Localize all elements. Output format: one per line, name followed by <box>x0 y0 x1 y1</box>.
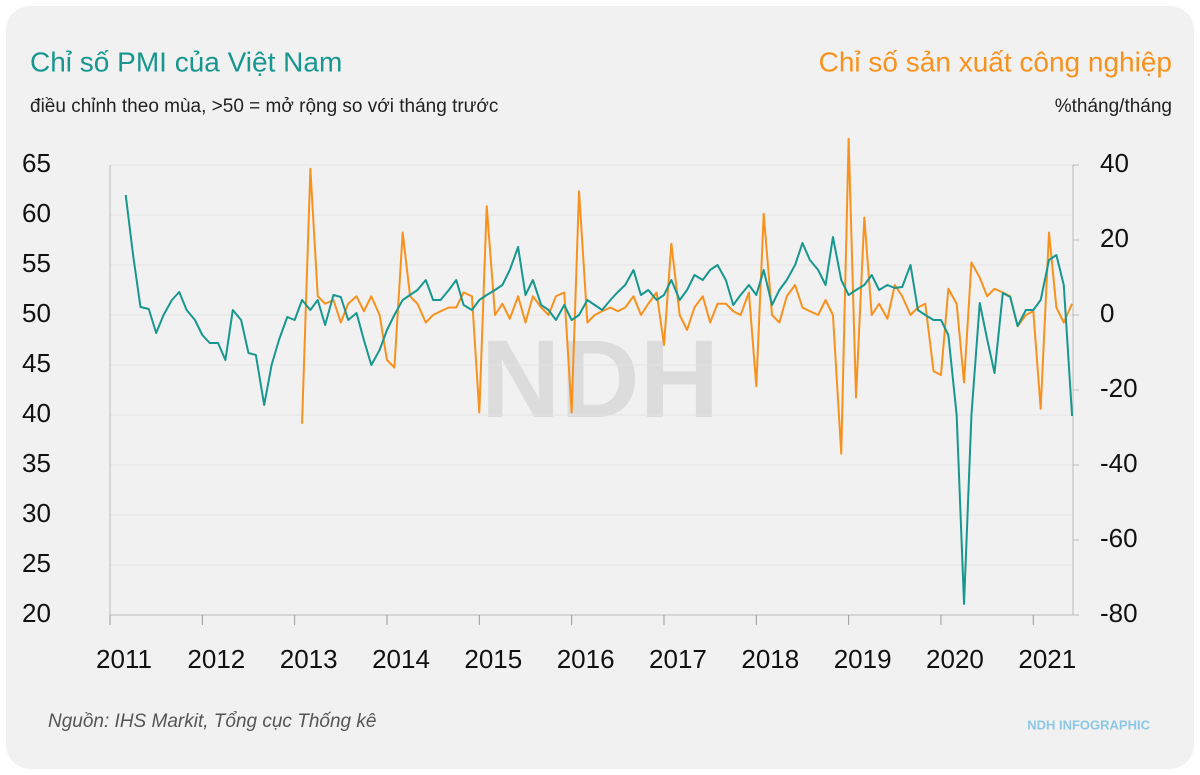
source: Nguồn: IHS Markit, Tổng cục Thống kê <box>48 711 376 732</box>
x-tick-label: 2021 <box>1018 644 1076 674</box>
x-tick-label: 2013 <box>280 644 338 674</box>
y-tick-label: 45 <box>22 348 51 378</box>
x-tick-label: 2014 <box>372 644 430 674</box>
card <box>6 6 1194 769</box>
y2-tick-label: -60 <box>1100 523 1138 553</box>
y2-axis-label: %tháng/tháng <box>1055 96 1172 117</box>
series-line <box>301 137 1073 455</box>
y-tick-label: 20 <box>22 598 51 628</box>
y-tick-label: 35 <box>22 448 51 478</box>
x-tick-label: 2018 <box>741 644 799 674</box>
y-tick-label: 25 <box>22 548 51 578</box>
y2-tick-label: -40 <box>1100 448 1138 478</box>
x-tick-label: 2016 <box>557 644 615 674</box>
y-axis-label: điều chỉnh theo mùa, >50 = mở rộng so vớ… <box>30 96 498 117</box>
x-tick-label: 2019 <box>834 644 892 674</box>
x-tick-label: 2011 <box>96 644 152 674</box>
x-tick-label: 2012 <box>187 644 245 674</box>
x-tick-label: 2017 <box>649 644 707 674</box>
watermark: NDH <box>481 318 719 441</box>
chart-title: Chỉ số PMI của Việt Nam <box>30 46 342 77</box>
y-tick-label: 55 <box>22 248 51 278</box>
brand: NDH INFOGRAPHIC <box>1027 717 1150 732</box>
y-tick-label: 65 <box>22 148 51 178</box>
y-tick-label: 40 <box>22 398 51 428</box>
x-tick-label: 2015 <box>464 644 522 674</box>
y2-tick-label: 0 <box>1100 298 1114 328</box>
y2-tick-label: 40 <box>1100 148 1129 178</box>
y-tick-label: 60 <box>22 198 51 228</box>
y-tick-label: 30 <box>22 498 51 528</box>
series-line <box>124 194 1074 605</box>
y2-title: Chỉ số sản xuất công nghiệp <box>819 46 1172 77</box>
y2-tick-label: 20 <box>1100 223 1129 253</box>
y2-tick-label: -80 <box>1100 598 1138 628</box>
y2-tick-label: -20 <box>1100 373 1138 403</box>
y-tick-label: 50 <box>22 298 51 328</box>
x-tick-label: 2020 <box>926 644 984 674</box>
